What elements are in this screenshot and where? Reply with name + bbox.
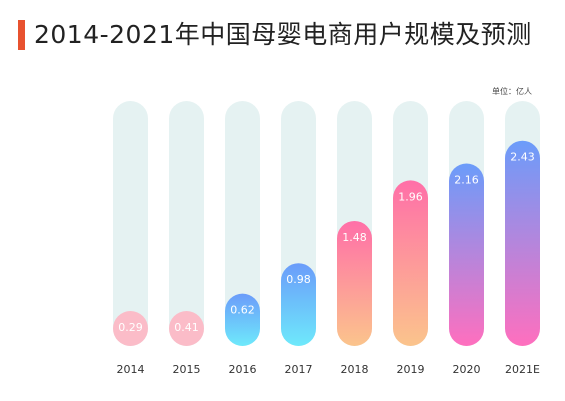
value-label-2017: 0.98: [286, 273, 311, 286]
x-tick-label-2019: 2019: [397, 363, 425, 376]
title-accent-bar: [18, 20, 25, 50]
bar-2021E: [505, 140, 540, 346]
x-tick-label-2020: 2020: [453, 363, 481, 376]
bar-2014: [113, 311, 148, 346]
value-label-2020: 2.16: [454, 174, 479, 187]
value-label-2021E: 2.43: [510, 151, 535, 164]
x-tick-label-2021E: 2021E: [505, 363, 540, 376]
bar-track-2015: [169, 101, 204, 346]
chart-title: 2014-2021年中国母婴电商用户规模及预测: [34, 20, 532, 49]
value-label-2019: 1.96: [398, 190, 423, 203]
x-tick-label-2014: 2014: [117, 363, 145, 376]
bar-2015: [169, 311, 204, 346]
x-tick-label-2018: 2018: [341, 363, 369, 376]
bar-2017: [281, 263, 316, 346]
value-label-2018: 1.48: [342, 231, 367, 244]
bar-2020: [449, 163, 484, 346]
unit-label: 单位：亿人: [492, 87, 532, 96]
value-label-2014: 0.29: [118, 321, 143, 334]
bar-track-2014: [113, 101, 148, 346]
x-tick-label-2015: 2015: [173, 363, 201, 376]
x-tick-label-2016: 2016: [229, 363, 257, 376]
bar-2019: [393, 180, 428, 346]
x-tick-label-2017: 2017: [285, 363, 313, 376]
value-label-2015: 0.41: [174, 321, 199, 334]
value-label-2016: 0.62: [230, 304, 255, 317]
bar-track-2016: [225, 101, 260, 346]
bar-2016: [225, 293, 260, 346]
bar-2018: [337, 220, 372, 346]
